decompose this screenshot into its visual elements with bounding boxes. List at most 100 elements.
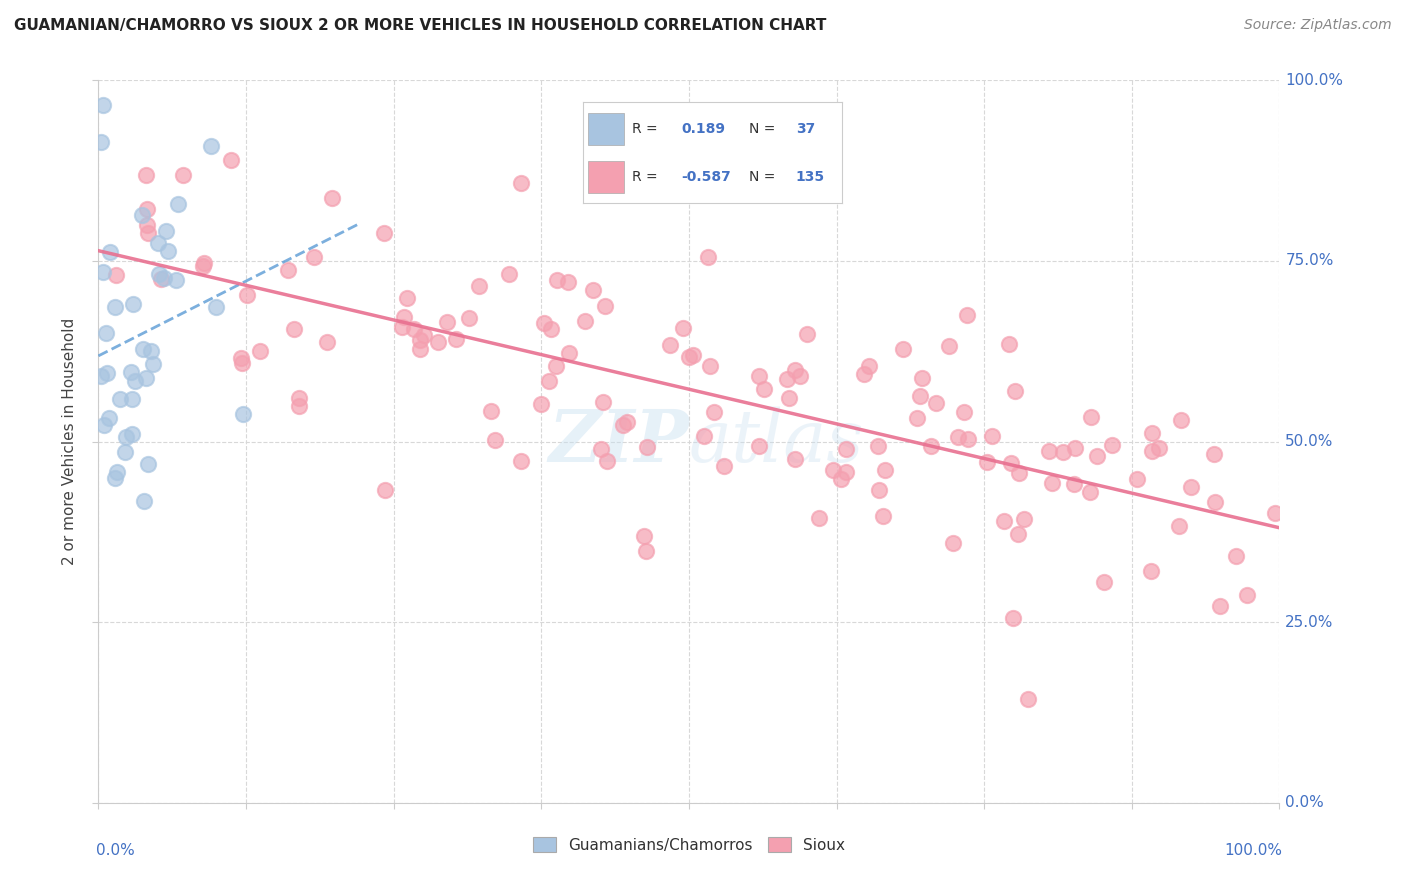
Text: 25.0%: 25.0% (1285, 615, 1334, 630)
Point (149, 272, 172, 286)
Point (404, 321, 426, 335)
Point (1078, 484, 1101, 499)
Point (908, 389, 931, 403)
Text: 100.0%: 100.0% (1223, 843, 1282, 857)
Point (807, 511, 830, 525)
Point (1052, 445, 1074, 459)
Point (498, 268, 520, 282)
Point (593, 299, 616, 313)
Point (479, 403, 502, 417)
Point (321, 192, 343, 206)
Point (1038, 444, 1060, 458)
Point (776, 372, 799, 386)
Point (458, 311, 481, 326)
Point (1170, 413, 1192, 427)
Point (155, 224, 177, 238)
Point (467, 278, 489, 293)
Point (1008, 466, 1031, 480)
Point (152, 271, 174, 285)
Point (392, 310, 415, 325)
Point (998, 337, 1021, 351)
Point (596, 454, 619, 468)
Point (1236, 588, 1258, 602)
Point (94, 326, 117, 340)
Point (148, 268, 170, 282)
Point (1126, 472, 1149, 486)
Point (283, 322, 305, 336)
Point (1085, 449, 1108, 463)
Point (1004, 384, 1026, 398)
Point (165, 273, 187, 287)
Point (236, 287, 259, 301)
Point (633, 529, 655, 543)
Point (231, 351, 253, 365)
Point (682, 348, 704, 362)
Point (93, 418, 115, 433)
Point (408, 333, 430, 347)
Point (866, 439, 889, 453)
Y-axis label: 2 or more Vehicles in Household: 2 or more Vehicles in Household (62, 318, 77, 566)
Point (396, 291, 419, 305)
Text: 75.0%: 75.0% (1285, 253, 1334, 268)
Point (110, 392, 132, 407)
Point (976, 455, 998, 469)
Point (104, 268, 127, 282)
Point (120, 365, 142, 379)
Point (956, 432, 979, 446)
Point (533, 316, 555, 330)
Point (136, 457, 159, 471)
Point (693, 429, 716, 443)
Point (557, 346, 579, 360)
Point (778, 391, 800, 405)
Point (131, 208, 153, 222)
Point (90, 368, 112, 383)
Point (703, 405, 725, 419)
Point (853, 367, 876, 381)
Point (1264, 506, 1286, 520)
Point (592, 394, 614, 409)
Point (136, 202, 159, 216)
Point (122, 297, 145, 311)
Point (956, 308, 979, 322)
Point (484, 434, 506, 448)
Point (231, 356, 253, 370)
Point (219, 153, 242, 167)
Point (104, 471, 127, 485)
Point (616, 415, 638, 429)
Point (1092, 575, 1115, 590)
Point (942, 536, 965, 550)
Point (920, 439, 942, 453)
Text: 0.0%: 0.0% (1285, 796, 1324, 810)
Point (249, 343, 271, 358)
Point (905, 411, 928, 425)
Point (672, 320, 695, 334)
Point (277, 262, 299, 277)
Point (1017, 692, 1039, 706)
Point (193, 256, 215, 270)
Point (510, 176, 533, 190)
Point (589, 442, 612, 456)
Point (612, 417, 634, 432)
Point (100, 245, 122, 260)
Point (509, 454, 531, 468)
Text: ZIP: ZIP (548, 406, 689, 477)
Point (1042, 475, 1064, 490)
Point (868, 483, 890, 498)
Point (748, 439, 770, 453)
Point (436, 315, 458, 329)
Point (97, 410, 120, 425)
Point (1204, 495, 1226, 509)
Point (713, 459, 735, 474)
Point (157, 244, 180, 258)
Point (172, 168, 194, 182)
Text: 100.0%: 100.0% (1285, 73, 1343, 87)
Point (124, 374, 146, 388)
Point (135, 218, 157, 232)
Text: 0.0%: 0.0% (96, 843, 135, 857)
Point (540, 321, 562, 335)
Text: Source: ZipAtlas.com: Source: ZipAtlas.com (1244, 18, 1392, 32)
Point (91, 265, 114, 279)
Point (981, 429, 1004, 443)
Point (546, 272, 568, 286)
Point (135, 168, 157, 182)
